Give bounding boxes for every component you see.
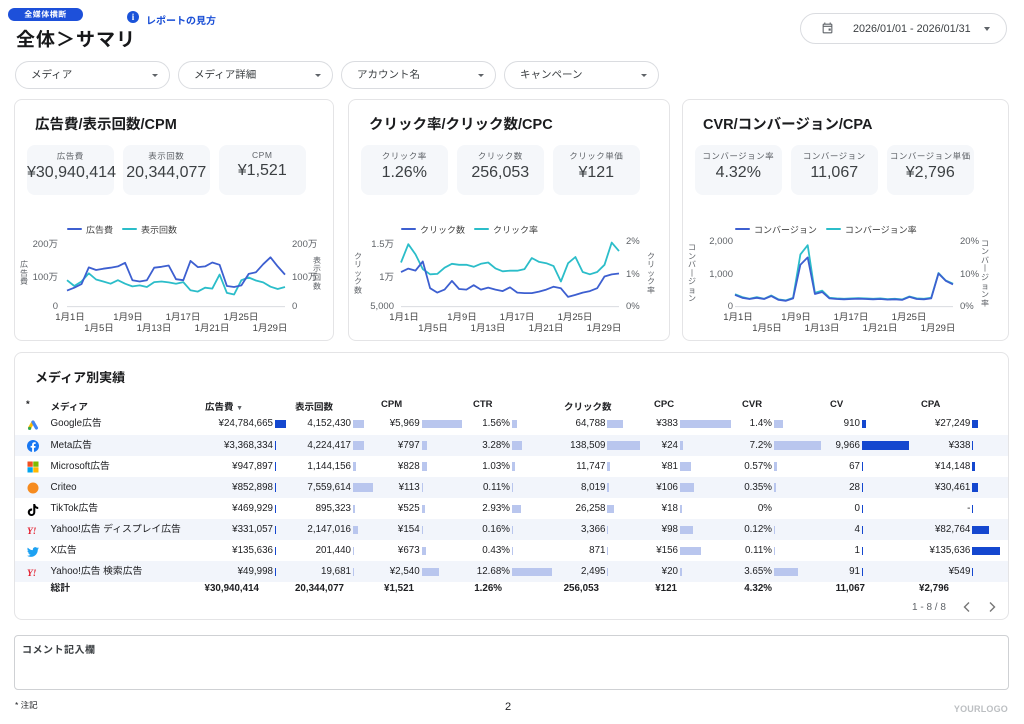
svg-text:Y!: Y! (27, 569, 37, 579)
svg-text:Y!: Y! (27, 527, 37, 537)
